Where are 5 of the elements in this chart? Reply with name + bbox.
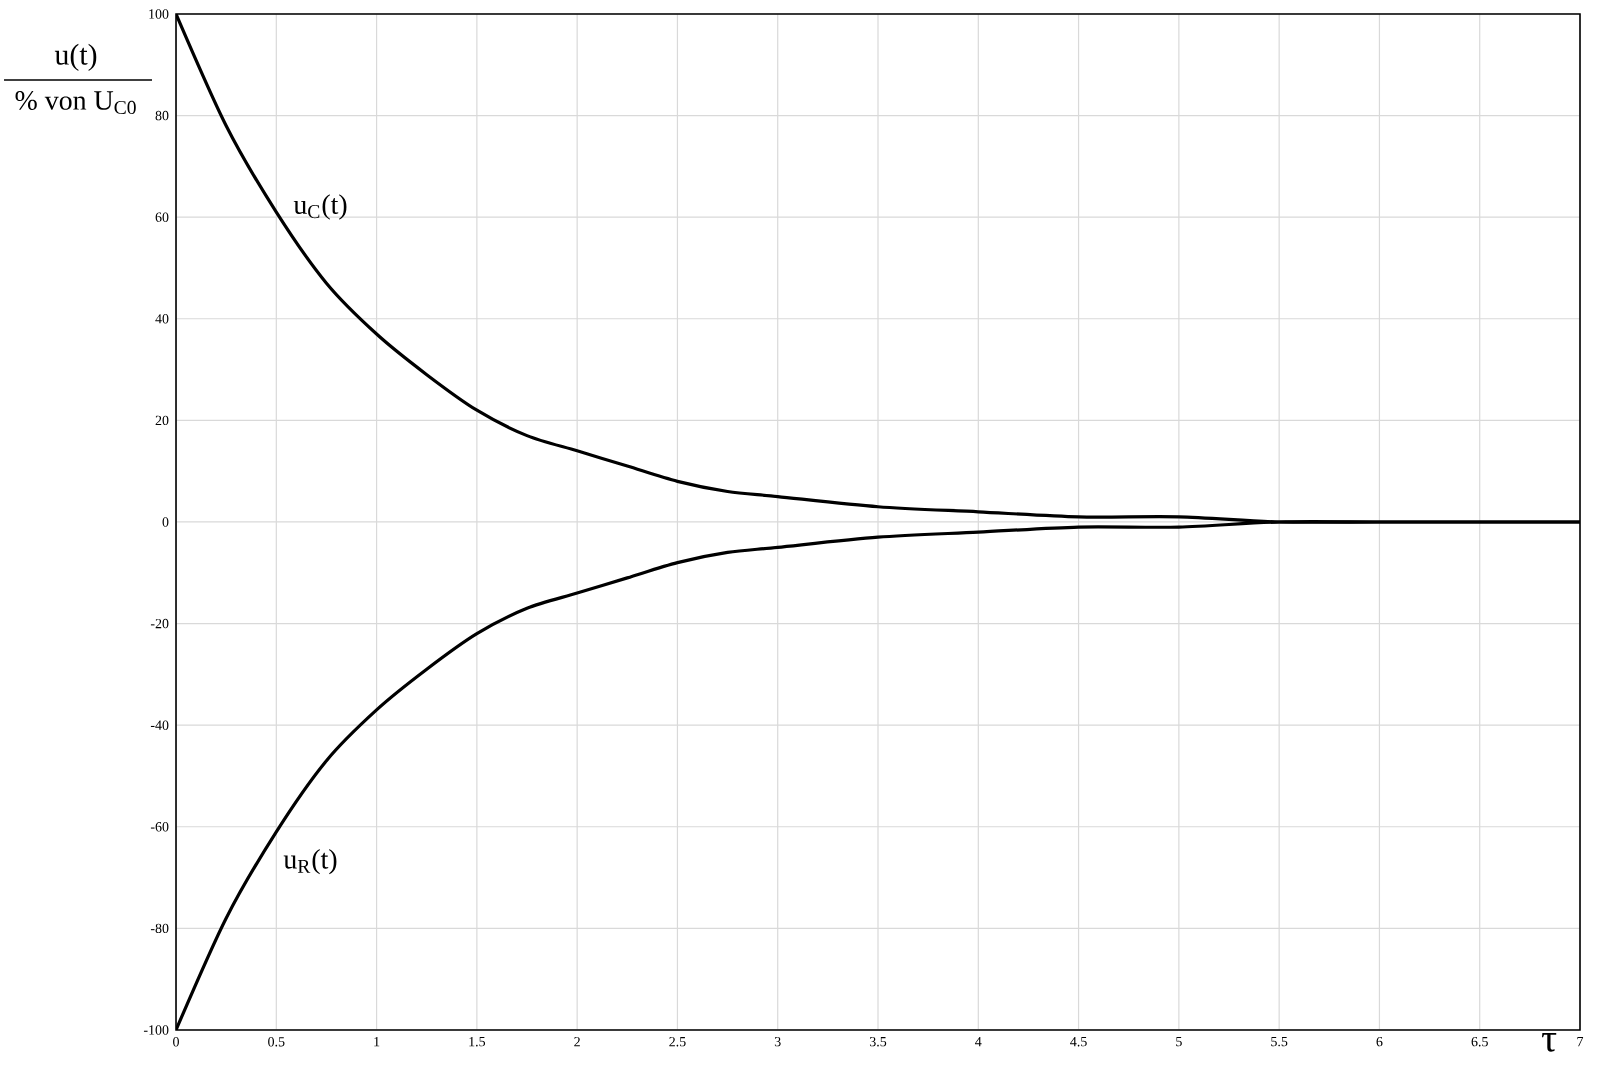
annotation: u$_{C}$(t) bbox=[293, 194, 347, 220]
text: % von U$_{C0}$ bbox=[15, 91, 136, 115]
x-axis-title: τ bbox=[1541, 1033, 1557, 1052]
annotation: u$_{R}$(t) bbox=[283, 849, 337, 875]
y-axis-title: u(t) bbox=[54, 43, 97, 71]
